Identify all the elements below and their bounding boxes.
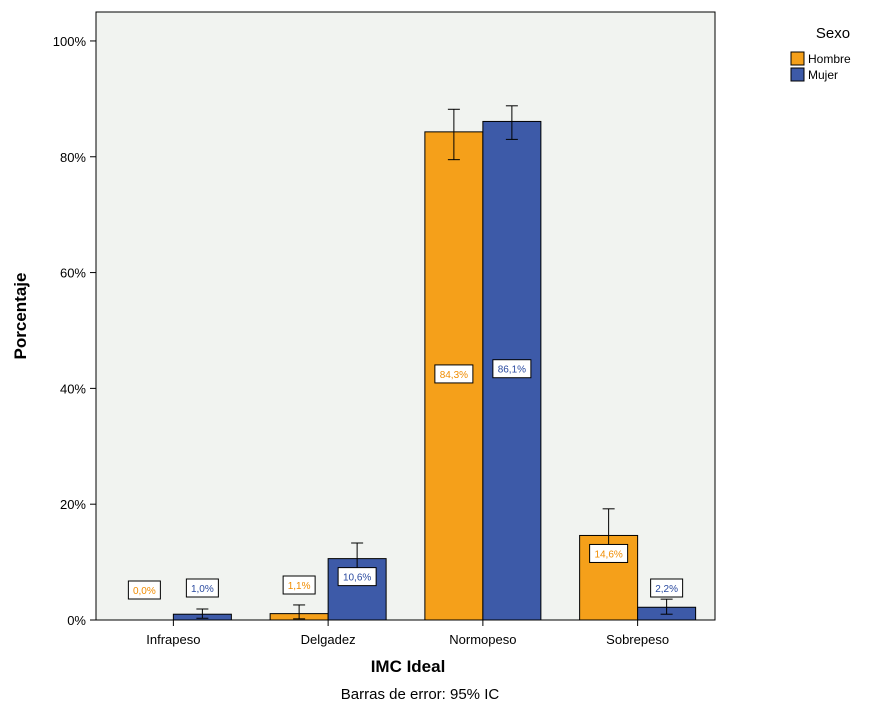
y-tick-label: 60%: [60, 266, 86, 281]
legend-item-hombre: Hombre: [790, 51, 851, 66]
y-tick-label: 80%: [60, 150, 86, 165]
y-tick-label: 40%: [60, 381, 86, 396]
svg-text:14,6%: 14,6%: [594, 549, 622, 560]
error-bar: [293, 604, 306, 620]
svg-text:10,6%: 10,6%: [343, 573, 371, 584]
legend-label: Hombre: [808, 52, 851, 66]
y-axis-title: Porcentaje: [11, 273, 30, 360]
data-label: 1,1%: [282, 575, 316, 595]
legend-title: Sexo: [816, 25, 850, 42]
y-axis: 0% 20% 40% 60% 80% 100%: [53, 34, 96, 628]
x-axis: Infrapeso Delgadez Normopeso Sobrepeso: [146, 620, 669, 647]
y-tick-label: 20%: [60, 497, 86, 512]
data-label: 84,3%: [434, 364, 474, 384]
svg-text:0,0%: 0,0%: [133, 586, 156, 597]
legend-item-mujer: Mujer: [790, 67, 838, 82]
svg-text:86,1%: 86,1%: [498, 365, 526, 376]
legend-swatch: [790, 67, 805, 82]
data-label: 86,1%: [492, 359, 532, 379]
x-tick-label: Infrapeso: [146, 632, 200, 647]
data-label: 14,6%: [589, 543, 629, 563]
svg-text:1,0%: 1,0%: [191, 584, 214, 595]
legend-swatch: [790, 51, 805, 66]
legend: Sexo Hombre Mujer: [790, 25, 851, 82]
y-tick-label: 100%: [53, 34, 87, 49]
data-label: 2,2%: [650, 578, 684, 598]
x-tick-label: Delgadez: [301, 632, 356, 647]
data-labels-group: 0,0% 1,0% 1,1% 10,6% 84,3% 86,1% 14,6% 2,2%: [127, 359, 684, 600]
legend-label: Mujer: [808, 68, 838, 82]
error-bar: [447, 108, 460, 161]
x-tick-label: Normopeso: [449, 632, 516, 647]
y-tick-label: 0%: [67, 613, 86, 628]
data-label: 1,0%: [185, 578, 219, 598]
error-bar: [196, 608, 209, 619]
x-axis-title: IMC Ideal: [371, 657, 446, 676]
svg-text:1,1%: 1,1%: [288, 581, 311, 592]
plot-area: [95, 11, 716, 621]
data-label: 10,6%: [337, 567, 377, 587]
svg-text:84,3%: 84,3%: [440, 370, 468, 381]
error-bar: [505, 105, 518, 140]
error-bar: [660, 598, 673, 615]
data-label: 0,0%: [127, 580, 161, 600]
footnote: Barras de error: 95% IC: [341, 686, 500, 703]
svg-text:2,2%: 2,2%: [655, 584, 678, 595]
x-tick-label: Sobrepeso: [606, 632, 669, 647]
